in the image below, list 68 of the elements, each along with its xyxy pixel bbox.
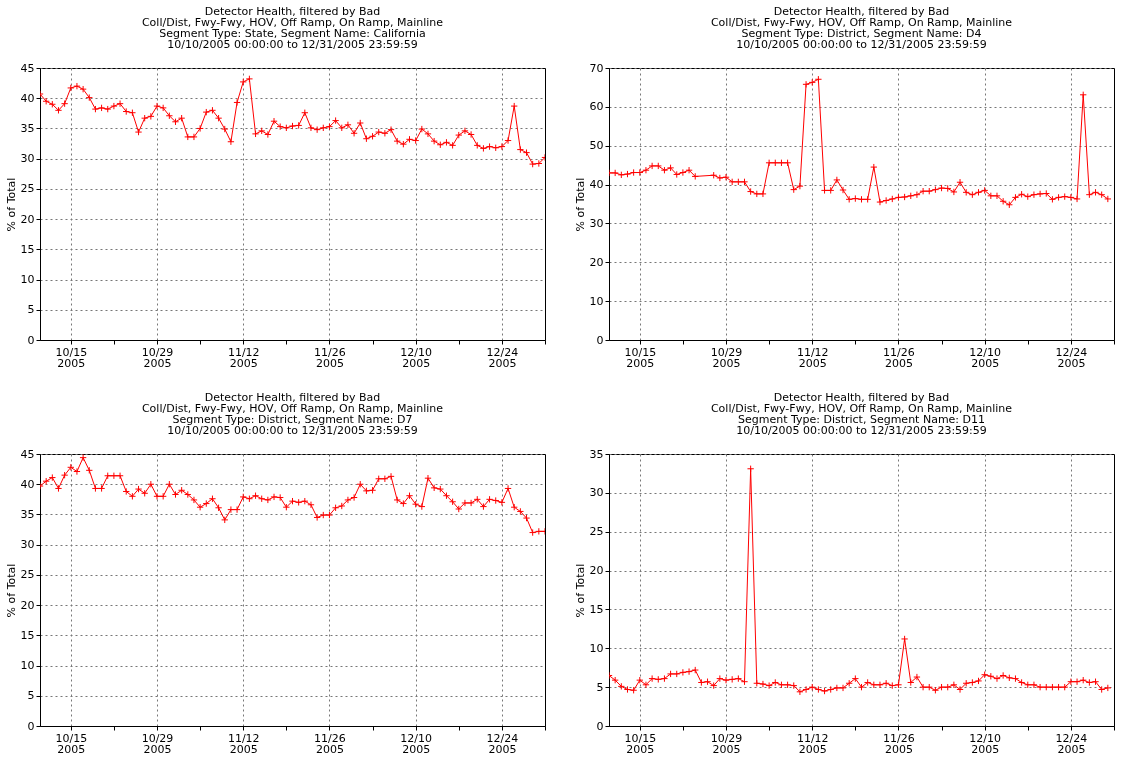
y-tick-label: 35 — [20, 121, 35, 135]
x-tick-label: 10/29 2005 — [710, 345, 743, 370]
x-tick-label: 10/29 2005 — [710, 731, 743, 756]
x-tick-label: 11/26 2005 — [883, 345, 915, 370]
y-tick-label: 70 — [589, 61, 604, 75]
chart-title: Detector Health, filtered by Bad — [773, 5, 950, 18]
y-tick-label: 0 — [596, 333, 604, 347]
y-tick-label: 30 — [20, 538, 35, 552]
x-tick-label: 11/12 2005 — [227, 345, 260, 370]
y-tick-label: 15 — [20, 628, 35, 642]
x-tick-label: 11/26 2005 — [883, 731, 915, 756]
x-tick-label: 11/26 2005 — [314, 731, 346, 756]
y-tick-label: 15 — [20, 242, 35, 256]
y-tick-label: 10 — [20, 273, 35, 287]
y-axis-title: % of Total — [4, 563, 18, 618]
x-tick-label: 10/29 2005 — [141, 345, 174, 370]
y-tick-label: 35 — [589, 447, 604, 461]
y-axis-title: % of Total — [573, 177, 587, 232]
y-tick-label: 0 — [596, 719, 604, 733]
x-tick-label: 12/24 2005 — [1055, 731, 1088, 756]
y-tick-label: 25 — [589, 525, 604, 539]
y-tick-label: 40 — [20, 477, 35, 491]
y-tick-label: 20 — [20, 598, 35, 612]
y-tick-label: 45 — [20, 447, 35, 461]
y-tick-label: 10 — [589, 294, 604, 308]
x-tick-label: 10/29 2005 — [141, 731, 174, 756]
y-tick-label: 35 — [20, 507, 35, 521]
y-tick-label: 25 — [20, 568, 35, 582]
x-tick-label: 12/10 2005 — [400, 731, 433, 756]
y-tick-label: 25 — [20, 182, 35, 196]
y-tick-label: 0 — [27, 719, 35, 733]
y-tick-label: 45 — [20, 61, 35, 75]
y-tick-label: 10 — [589, 641, 604, 655]
chart-title: Detector Health, filtered by Bad — [773, 391, 950, 404]
y-tick-label: 5 — [27, 303, 35, 317]
x-tick-label: 12/10 2005 — [969, 345, 1002, 370]
y-tick-label: 60 — [589, 100, 604, 114]
y-tick-label: 5 — [596, 680, 604, 694]
y-tick-label: 40 — [589, 178, 604, 192]
chart-title: Detector Health, filtered by Bad — [204, 5, 381, 18]
y-tick-label: 5 — [27, 689, 35, 703]
y-tick-label: 10 — [20, 659, 35, 673]
x-tick-label: 10/15 2005 — [624, 731, 657, 756]
y-tick-label: 20 — [20, 212, 35, 226]
x-tick-label: 11/12 2005 — [796, 731, 829, 756]
x-tick-label: 10/15 2005 — [624, 345, 657, 370]
y-tick-label: 0 — [27, 333, 35, 347]
x-tick-label: 11/12 2005 — [227, 731, 260, 756]
chart-title: Detector Health, filtered by Bad — [204, 391, 381, 404]
y-tick-label: 15 — [589, 602, 604, 616]
y-tick-label: 30 — [589, 216, 604, 230]
x-tick-label: 12/24 2005 — [486, 731, 519, 756]
x-tick-label: 12/10 2005 — [969, 731, 1002, 756]
y-axis-title: % of Total — [573, 563, 587, 618]
x-tick-label: 12/10 2005 — [400, 345, 433, 370]
y-tick-label: 40 — [20, 91, 35, 105]
x-tick-label: 10/15 2005 — [55, 345, 88, 370]
y-tick-label: 20 — [589, 255, 604, 269]
x-tick-label: 11/12 2005 — [796, 345, 829, 370]
x-tick-label: 12/24 2005 — [1055, 345, 1088, 370]
x-tick-label: 11/26 2005 — [314, 345, 346, 370]
y-tick-label: 30 — [589, 486, 604, 500]
x-tick-label: 12/24 2005 — [486, 345, 519, 370]
y-axis-title: % of Total — [4, 177, 18, 232]
y-tick-label: 50 — [589, 139, 604, 153]
y-tick-label: 30 — [20, 152, 35, 166]
x-tick-label: 10/15 2005 — [55, 731, 88, 756]
y-tick-label: 20 — [589, 564, 604, 578]
